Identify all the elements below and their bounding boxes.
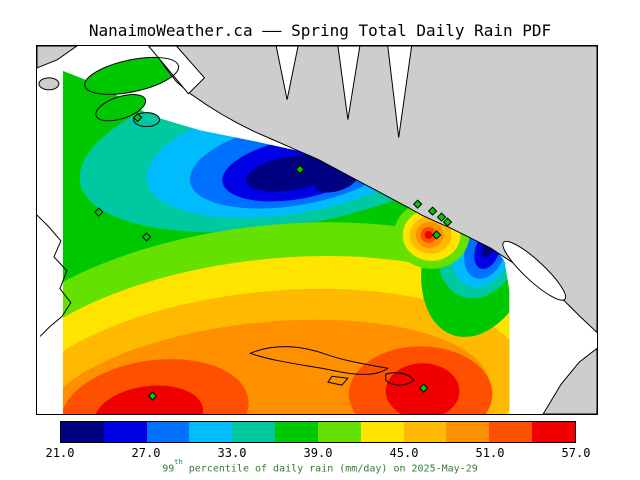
west-coastline xyxy=(37,214,72,337)
colorbar-tick-label: 33.0 xyxy=(217,446,247,460)
fjord-inlet xyxy=(337,46,361,120)
colorbar-segment xyxy=(403,422,447,442)
colorbar-tick-label: 45.0 xyxy=(389,446,419,460)
peninsula-outline xyxy=(502,240,567,301)
caption-number: 99 xyxy=(162,463,175,475)
fjord-inlet xyxy=(275,46,299,100)
station-marker xyxy=(147,391,158,401)
colorbar-segment xyxy=(61,422,104,442)
caption-superscript: th xyxy=(174,458,183,466)
station-marker xyxy=(412,199,423,209)
colorbar-segment xyxy=(103,422,147,442)
colorbar-tick-label: 27.0 xyxy=(131,446,161,460)
page-title: NanaimoWeather.ca —— Spring Total Daily … xyxy=(88,21,552,40)
colorbar-tick-label: 51.0 xyxy=(475,446,505,460)
colorbar-segment xyxy=(275,422,318,442)
station-marker xyxy=(132,112,143,123)
station-marker xyxy=(442,217,453,227)
station-marker xyxy=(427,206,438,216)
gulf-islands-outline xyxy=(385,372,415,386)
colorbar-tick-label: 39.0 xyxy=(303,446,333,460)
station-marker xyxy=(418,383,429,393)
fjord-inlet xyxy=(387,46,413,138)
station-markers xyxy=(94,112,453,401)
colorbar-segment xyxy=(232,422,276,442)
colorbar-segment xyxy=(189,422,233,442)
colorbar-caption: 99th percentile of daily rain (mm/day) o… xyxy=(0,458,640,475)
colorbar-segment xyxy=(360,422,404,442)
station-marker xyxy=(295,164,305,175)
bottom-right-land xyxy=(542,347,597,414)
rain-map xyxy=(36,45,598,415)
gulf-islands-outline xyxy=(248,346,389,375)
station-marker xyxy=(436,212,447,222)
station-marker xyxy=(431,230,442,240)
colorbar xyxy=(60,421,576,443)
colorbar-segment xyxy=(146,422,190,442)
colorbar-segment xyxy=(446,422,490,442)
small-island xyxy=(38,77,60,91)
colorbar-segment xyxy=(489,422,533,442)
gulf-islands-outline xyxy=(327,375,349,386)
colorbar-segment xyxy=(317,422,361,442)
colorbar-segment xyxy=(532,422,575,442)
station-marker xyxy=(94,207,104,217)
island-outline xyxy=(84,56,180,95)
colorbar-tick-label: 21.0 xyxy=(45,446,75,460)
corner-land xyxy=(37,46,78,69)
rain-map-canvas xyxy=(37,46,597,414)
island-outline xyxy=(133,112,161,128)
colorbar-ticks: 21.0 27.0 33.0 39.0 45.0 51.0 57.0 xyxy=(46,446,591,460)
island-outline xyxy=(95,94,147,122)
colorbar-tick-label: 57.0 xyxy=(561,446,591,460)
caption-text: percentile of daily rain (mm/day) on 202… xyxy=(182,463,478,475)
station-marker xyxy=(141,232,152,242)
